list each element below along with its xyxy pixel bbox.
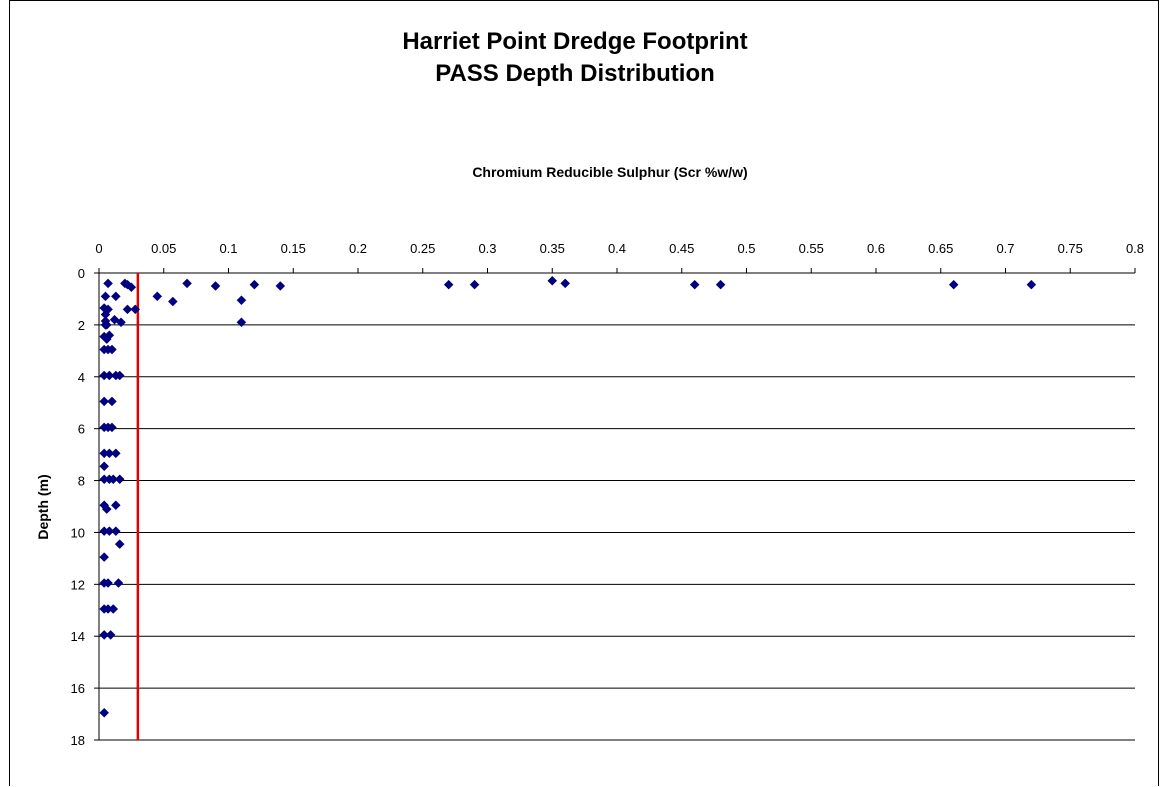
data-point-14 xyxy=(948,279,959,290)
y-axis-title: Depth (m) xyxy=(35,474,51,539)
data-point-42 xyxy=(99,396,110,407)
data-points xyxy=(99,275,1037,718)
data-point-29 xyxy=(236,317,247,328)
data-point-9 xyxy=(469,279,480,290)
x-tick-label-0.55: 0.55 xyxy=(799,241,824,256)
data-point-23 xyxy=(122,304,133,315)
data-point-57 xyxy=(110,500,121,511)
data-point-62 xyxy=(99,552,110,562)
data-point-71 xyxy=(99,707,110,718)
y-tick-label-16: 16 xyxy=(71,681,85,696)
data-point-5 xyxy=(210,281,221,291)
data-point-54 xyxy=(114,474,125,485)
grid-lines xyxy=(99,324,1135,741)
data-point-34 xyxy=(104,330,115,341)
y-tick-label-6: 6 xyxy=(78,422,85,437)
data-point-19 xyxy=(167,296,178,307)
data-point-10 xyxy=(547,275,558,286)
x-tick-labels: 0 0.05 0.1 0.15 0.2 0.25 0.3 0.35 0.4 0.45 0.5 0.55… xyxy=(95,241,1144,256)
data-point-39 xyxy=(104,370,115,381)
data-point-53 xyxy=(108,474,119,485)
x-tick-label-0.6: 0.6 xyxy=(867,241,885,256)
data-point-28 xyxy=(116,317,126,328)
y-tick-label-10: 10 xyxy=(71,525,85,540)
data-point-3 xyxy=(122,279,133,290)
x-tick-label-0.75: 0.75 xyxy=(1058,241,1083,256)
data-point-60 xyxy=(110,526,121,537)
x-tick-label-0.65: 0.65 xyxy=(928,241,953,256)
data-point-15 xyxy=(1026,279,1037,290)
data-point-6 xyxy=(249,279,260,290)
data-point-43 xyxy=(107,396,117,407)
x-tick-label-0.3: 0.3 xyxy=(478,241,496,256)
x-tick-label-0.8: 0.8 xyxy=(1126,241,1144,256)
data-point-41 xyxy=(114,370,125,381)
x-tick-label-0.5: 0.5 xyxy=(737,241,755,256)
y-tick-label-2: 2 xyxy=(78,318,85,333)
data-point-70 xyxy=(105,630,116,640)
x-axis-title: Chromium Reducible Sulphur (Scr %w/w) xyxy=(472,164,747,180)
x-tick-label-0.1: 0.1 xyxy=(219,241,237,256)
data-point-49 xyxy=(110,448,121,459)
data-point-16 xyxy=(100,291,111,302)
data-point-69 xyxy=(99,630,110,640)
data-point-11 xyxy=(560,278,571,289)
data-point-59 xyxy=(104,526,115,537)
data-point-61 xyxy=(114,539,125,549)
y-tick-label-12: 12 xyxy=(71,577,85,592)
data-point-50 xyxy=(99,461,110,472)
chart-subtitle: PASS Depth Distribution xyxy=(435,60,715,87)
data-point-0 xyxy=(103,278,113,289)
chart-frame xyxy=(9,0,1159,786)
data-point-68 xyxy=(108,604,119,614)
x-tick-label-0: 0 xyxy=(95,241,102,256)
data-point-48 xyxy=(104,448,115,459)
data-point-56 xyxy=(101,504,112,514)
x-tick-label-0.7: 0.7 xyxy=(996,241,1014,256)
x-tick-label-0.4: 0.4 xyxy=(608,241,626,256)
data-point-17 xyxy=(110,291,121,302)
axes xyxy=(94,268,1136,741)
y-tick-label-14: 14 xyxy=(71,629,85,644)
data-point-12 xyxy=(689,279,700,290)
data-point-31 xyxy=(101,320,112,330)
data-point-8 xyxy=(443,279,454,290)
x-tick-label-0.25: 0.25 xyxy=(410,241,435,256)
data-point-24 xyxy=(130,304,141,315)
data-point-4 xyxy=(182,278,192,289)
data-point-7 xyxy=(275,281,286,291)
y-tick-label-4: 4 xyxy=(78,370,85,385)
y-tick-label-0: 0 xyxy=(78,266,85,281)
y-tick-label-18: 18 xyxy=(71,733,85,748)
x-tick-label-0.2: 0.2 xyxy=(349,241,367,256)
data-point-46 xyxy=(107,422,117,433)
data-point-37 xyxy=(107,344,117,355)
data-point-18 xyxy=(152,291,163,302)
y-tick-labels: 0 2 4 6 8 10 12 14 16 18 xyxy=(71,266,85,748)
x-tick-label-0.35: 0.35 xyxy=(540,241,565,256)
data-point-20 xyxy=(236,295,247,306)
data-point-65 xyxy=(113,578,124,588)
data-point-13 xyxy=(715,279,726,290)
chart-title: Harriet Point Dredge Footprint xyxy=(402,28,747,55)
x-tick-label-0.15: 0.15 xyxy=(281,241,306,256)
x-tick-label-0.45: 0.45 xyxy=(669,241,694,256)
x-tick-label-0.05: 0.05 xyxy=(151,241,176,256)
data-point-64 xyxy=(103,578,113,588)
y-tick-label-8: 8 xyxy=(78,474,85,489)
